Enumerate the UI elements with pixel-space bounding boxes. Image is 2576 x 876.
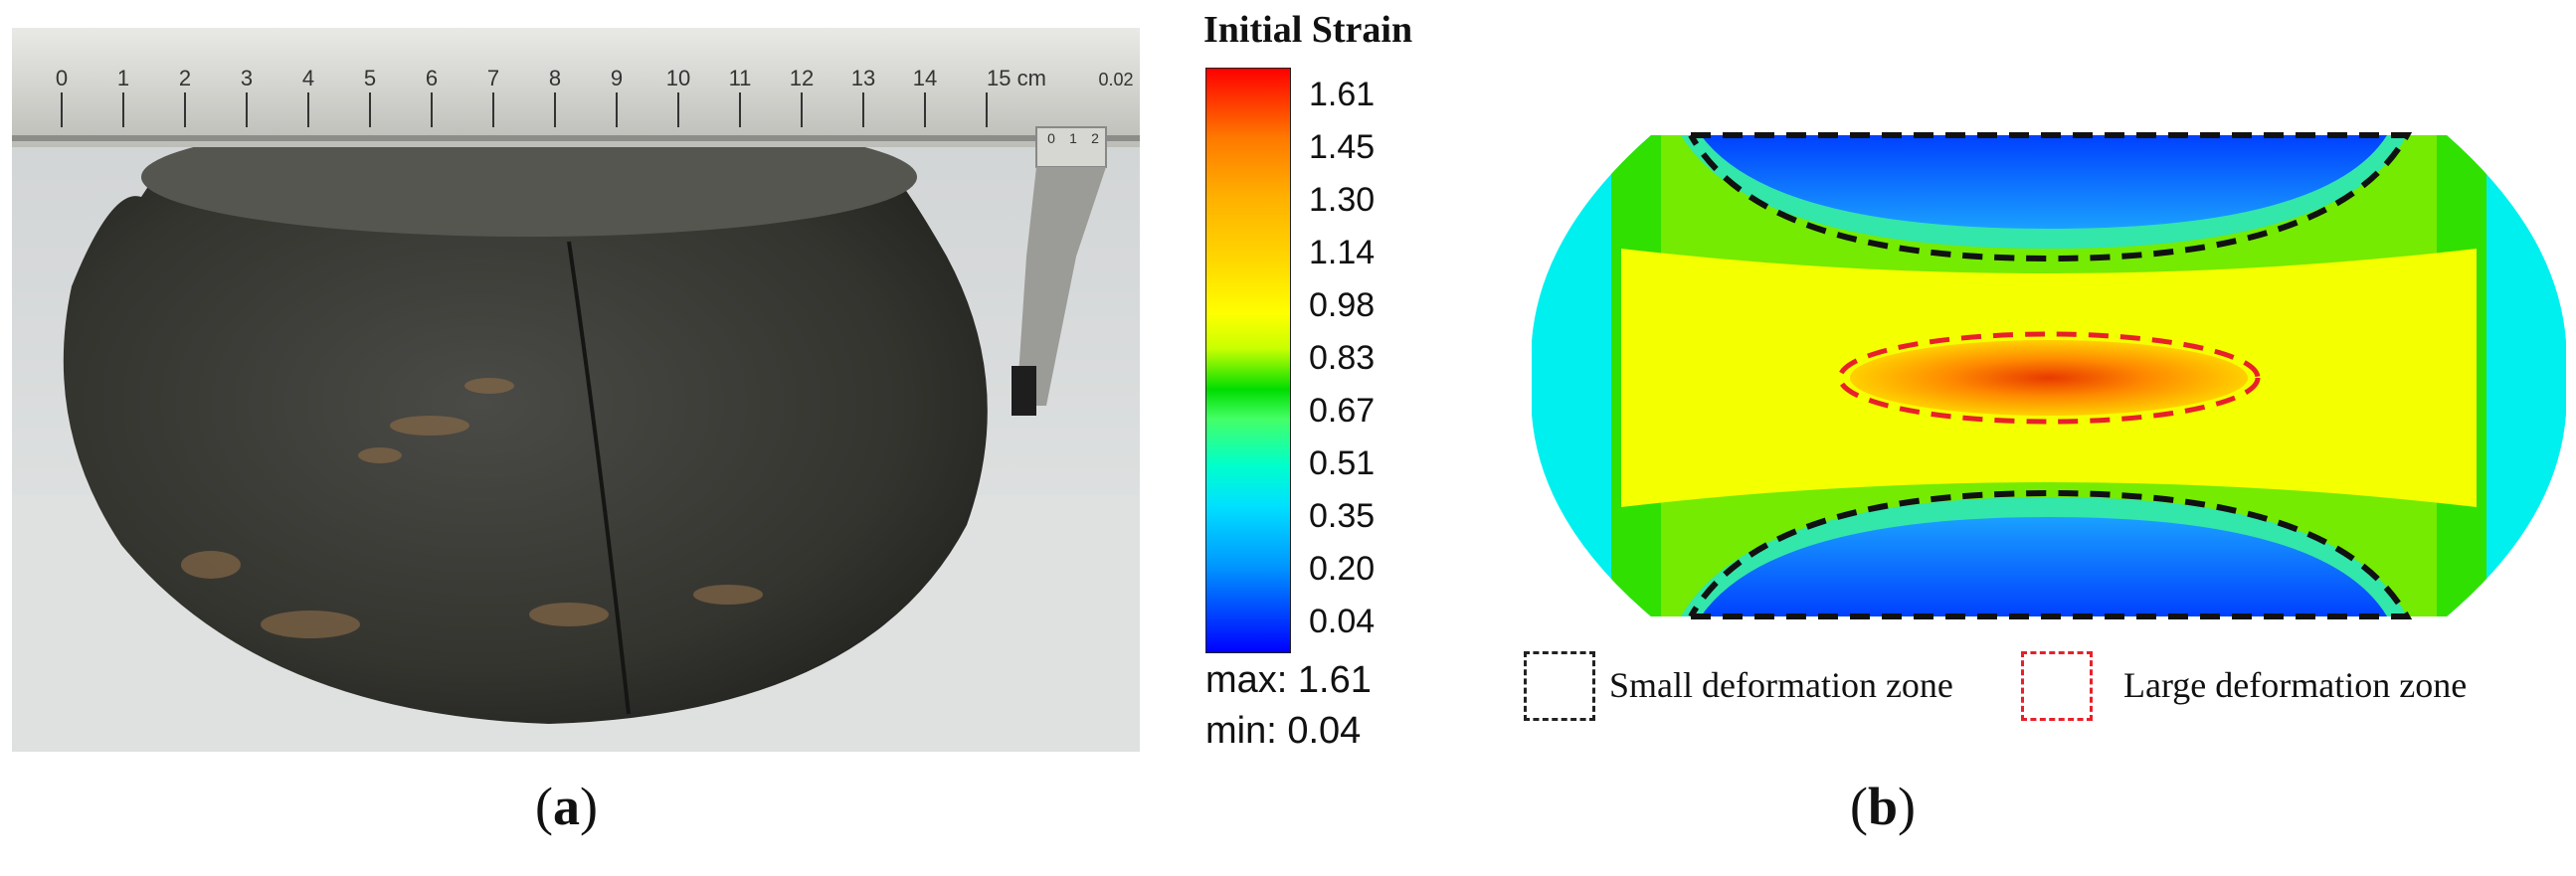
vernier-labels: 0 1 2	[1047, 130, 1099, 146]
legend-tick: 1.45	[1309, 128, 1376, 166]
legend-title: Initial Strain	[1203, 9, 1413, 51]
legend-tick: 0.67	[1309, 392, 1376, 430]
panel-label-a: (a)	[535, 777, 598, 836]
caliper-jaw	[1035, 126, 1107, 168]
caliper-labels: 0 1 2 3 4 5 6 7 8 9 10 11 12 13 14 15 cm…	[56, 66, 1134, 90]
panel-label-b: (b)	[1850, 777, 1917, 836]
legend-tick: 1.61	[1309, 76, 1376, 113]
ruler-label: 4	[302, 66, 314, 90]
legend-tick: 1.14	[1309, 234, 1376, 271]
legend-tick: 0.51	[1309, 444, 1376, 482]
strain-contour-drawing	[1531, 132, 2567, 619]
ruler-label: 10	[666, 66, 690, 90]
legend-tick: 0.83	[1309, 339, 1376, 377]
small-zone-top	[1688, 132, 2413, 263]
ruler-label: 5	[364, 66, 376, 90]
ruler-label: 11	[729, 66, 752, 90]
specimen-body	[63, 140, 988, 724]
small-zone-key	[1524, 651, 1595, 721]
caliper-jaw-arm	[1016, 167, 1106, 406]
legend-tick: 0.04	[1309, 603, 1376, 640]
legend-max: max: 1.61	[1205, 659, 1372, 701]
legend-tick: 0.35	[1309, 497, 1376, 535]
large-zone-label: Large deformation zone	[2123, 665, 2468, 705]
ruler-label: 12	[790, 66, 814, 90]
ruler-label: 6	[426, 66, 438, 90]
specimen-photo-drawing: 0 1 2 3 4 5 6 7 8 9 10 11 12 13 14 15 cm…	[12, 28, 1140, 752]
legend-tick: 1.30	[1309, 181, 1376, 219]
large-zone-key	[2021, 651, 2093, 721]
ruler-label: 14	[913, 66, 937, 90]
caliper-ticks	[61, 92, 988, 127]
caliper-main-scale	[12, 28, 1140, 147]
legend-tick: 0.20	[1309, 550, 1376, 588]
ruler-label: 1	[117, 66, 129, 90]
vernier-label: 1	[1069, 130, 1077, 146]
specimen-photo: 0 1 2 3 4 5 6 7 8 9 10 11 12 13 14 15 cm…	[12, 28, 1140, 752]
ruler-label: 8	[549, 66, 561, 90]
colorbar	[1205, 68, 1291, 653]
legend-min: min: 0.04	[1205, 710, 1362, 752]
legend-tick: 0.98	[1309, 286, 1376, 324]
large-zone-outline	[1837, 331, 2261, 425]
ruler-label: 9	[611, 66, 623, 90]
ruler-label: 2	[179, 66, 191, 90]
ruler-label: 15 cm	[987, 66, 1046, 90]
ruler-label: 7	[487, 66, 499, 90]
ruler-label: 13	[851, 66, 875, 90]
ruler-corner-label: 0.02	[1098, 70, 1133, 89]
small-zone-label: Small deformation zone	[1609, 665, 1953, 705]
vernier-label: 2	[1091, 130, 1099, 146]
specimen-seam	[567, 241, 631, 715]
ruler-label: 0	[56, 66, 68, 90]
strain-contour	[1531, 119, 2567, 636]
small-zone-bottom	[1688, 489, 2413, 619]
vernier-label: 0	[1047, 130, 1055, 146]
ruler-label: 3	[241, 66, 253, 90]
